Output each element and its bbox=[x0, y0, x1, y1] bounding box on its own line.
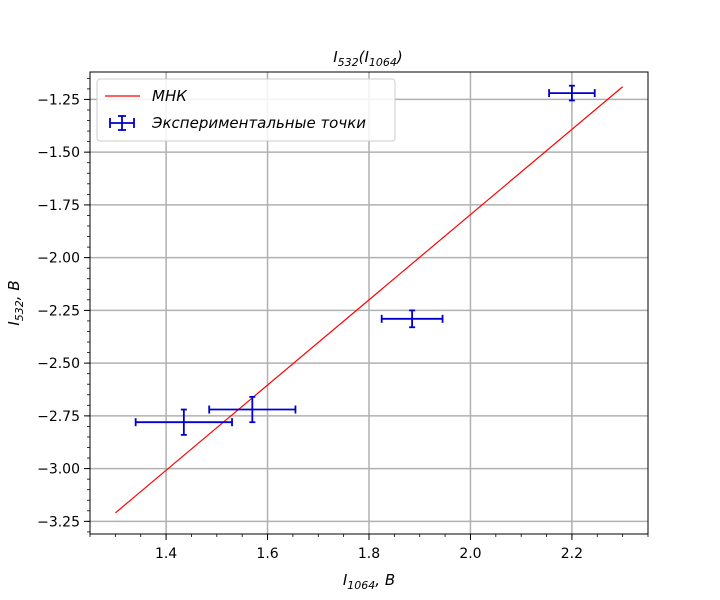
legend-errorbar-swatch bbox=[109, 115, 135, 131]
y-tick-label: −1.75 bbox=[37, 198, 80, 214]
y-tick-label: −3.25 bbox=[37, 514, 80, 530]
y-tick-label: −2.25 bbox=[37, 303, 80, 319]
x-tick-label: 2.2 bbox=[561, 546, 583, 562]
legend-label-points: Экспериментальные точки bbox=[151, 114, 366, 132]
legend: МНК Экспериментальные точки bbox=[96, 78, 396, 142]
data-point-errorbar bbox=[548, 84, 596, 102]
plot-series bbox=[114, 84, 624, 514]
y-tick-label: −1.50 bbox=[37, 145, 80, 161]
y-tick-label: −2.00 bbox=[37, 251, 80, 267]
data-point-errorbar bbox=[134, 408, 233, 436]
y-axis-label: I532, B bbox=[5, 280, 26, 325]
y-tick-label: −3.00 bbox=[37, 462, 80, 478]
legend-box bbox=[96, 78, 396, 142]
legend-label-line: МНК bbox=[152, 87, 188, 105]
x-tick-label: 1.8 bbox=[358, 546, 380, 562]
x-tick-label: 2.0 bbox=[459, 546, 481, 562]
y-tick-label: −1.25 bbox=[37, 92, 80, 108]
axis-ticks: 1.4 1.6 1.8 2.0 2.2 −3.25 −3.00 −2.75 −2.50 −2.25… bbox=[37, 77, 649, 562]
x-tick-label: 1.6 bbox=[256, 546, 278, 562]
x-axis-label: I1064, B bbox=[343, 571, 395, 592]
x-tick-label: 1.4 bbox=[155, 546, 177, 562]
data-point-errorbar bbox=[208, 395, 297, 424]
data-point-errorbar bbox=[380, 309, 444, 329]
fit-line bbox=[114, 86, 624, 514]
y-tick-label: −2.75 bbox=[37, 409, 80, 425]
y-tick-label: −2.50 bbox=[37, 356, 80, 372]
chart-title: I532(I1064) bbox=[333, 48, 403, 69]
